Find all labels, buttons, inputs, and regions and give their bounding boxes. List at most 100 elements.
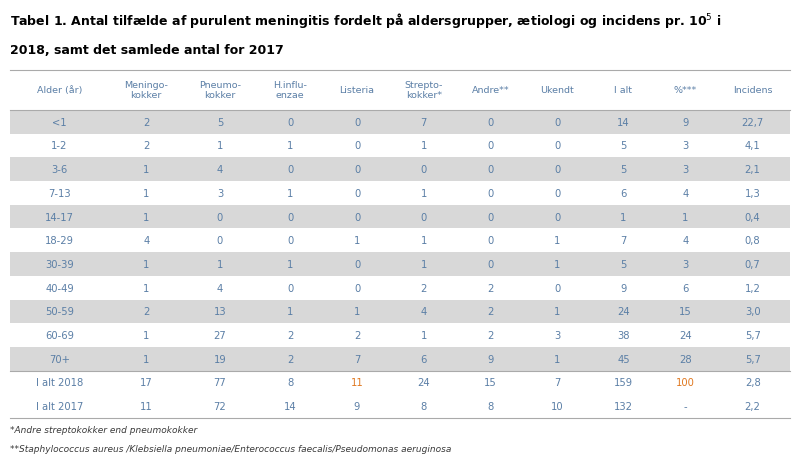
Text: Andre**: Andre** — [472, 86, 510, 95]
Text: 1: 1 — [287, 259, 294, 269]
Text: 0: 0 — [487, 141, 494, 151]
Text: 24: 24 — [418, 378, 430, 388]
Text: 7: 7 — [554, 378, 561, 388]
Text: 2: 2 — [421, 283, 427, 293]
Text: 14-17: 14-17 — [45, 212, 74, 222]
Text: 11: 11 — [350, 378, 363, 388]
Text: 132: 132 — [614, 401, 633, 411]
Text: Strepto-
kokker*: Strepto- kokker* — [405, 81, 443, 100]
Text: 1: 1 — [287, 141, 294, 151]
Text: 2: 2 — [143, 307, 150, 317]
Text: 28: 28 — [679, 354, 692, 364]
Text: 18-29: 18-29 — [45, 236, 74, 246]
Text: I alt 2018: I alt 2018 — [36, 378, 83, 388]
Text: H.influ-
enzae: H.influ- enzae — [274, 81, 307, 100]
Bar — [10, 300, 790, 324]
Text: 0: 0 — [487, 259, 494, 269]
Text: 1: 1 — [287, 307, 294, 317]
Text: 0: 0 — [554, 141, 561, 151]
Text: -: - — [684, 401, 687, 411]
Text: 2: 2 — [487, 307, 494, 317]
Text: 0: 0 — [354, 212, 360, 222]
Text: 15: 15 — [679, 307, 692, 317]
Text: 0: 0 — [487, 117, 494, 127]
Text: 9: 9 — [487, 354, 494, 364]
Text: 0: 0 — [354, 259, 360, 269]
Text: 1: 1 — [620, 212, 626, 222]
Text: Alder (år): Alder (år) — [37, 86, 82, 95]
Text: 1: 1 — [554, 259, 561, 269]
Text: 60-69: 60-69 — [45, 330, 74, 340]
Text: 159: 159 — [614, 378, 633, 388]
Text: 4: 4 — [217, 283, 223, 293]
Text: 5: 5 — [620, 165, 626, 175]
Text: 0: 0 — [487, 212, 494, 222]
Text: 100: 100 — [676, 378, 695, 388]
Text: 40-49: 40-49 — [45, 283, 74, 293]
Text: 72: 72 — [214, 401, 226, 411]
Text: 2: 2 — [354, 330, 360, 340]
Text: 0: 0 — [354, 117, 360, 127]
Text: 45: 45 — [617, 354, 630, 364]
Bar — [10, 276, 790, 300]
Text: 7: 7 — [421, 117, 427, 127]
Text: 0: 0 — [354, 283, 360, 293]
Text: 1: 1 — [554, 307, 561, 317]
Text: 70+: 70+ — [49, 354, 70, 364]
Text: 1: 1 — [554, 354, 561, 364]
Text: 1: 1 — [354, 307, 360, 317]
Bar — [10, 253, 790, 276]
Text: 3,0: 3,0 — [745, 307, 761, 317]
Text: 4: 4 — [682, 236, 689, 246]
Text: 17: 17 — [140, 378, 153, 388]
Text: 8: 8 — [287, 378, 294, 388]
Text: 0: 0 — [554, 117, 561, 127]
Text: 0: 0 — [354, 188, 360, 198]
Text: 0,8: 0,8 — [745, 236, 761, 246]
Text: 1: 1 — [217, 141, 223, 151]
Bar — [10, 394, 790, 418]
Text: 30-39: 30-39 — [45, 259, 74, 269]
Text: 1: 1 — [143, 283, 150, 293]
Bar — [10, 182, 790, 205]
Bar — [10, 371, 790, 394]
Text: 0,7: 0,7 — [745, 259, 761, 269]
Text: 7-13: 7-13 — [48, 188, 70, 198]
Text: 3: 3 — [554, 330, 561, 340]
Text: 3: 3 — [682, 141, 689, 151]
Text: 27: 27 — [214, 330, 226, 340]
Bar — [10, 71, 790, 111]
Text: 0: 0 — [487, 236, 494, 246]
Text: 22,7: 22,7 — [742, 117, 764, 127]
Text: 5: 5 — [620, 259, 626, 269]
Text: Listeria: Listeria — [339, 86, 374, 95]
Text: 0: 0 — [421, 212, 427, 222]
Text: 1,3: 1,3 — [745, 188, 761, 198]
Text: I alt 2017: I alt 2017 — [36, 401, 83, 411]
Text: 4,1: 4,1 — [745, 141, 761, 151]
Bar — [10, 324, 790, 347]
Text: %***: %*** — [674, 86, 697, 95]
Text: 0,4: 0,4 — [745, 212, 761, 222]
Text: 1: 1 — [217, 259, 223, 269]
Text: 15: 15 — [484, 378, 497, 388]
Text: 1: 1 — [421, 141, 427, 151]
Text: 2: 2 — [487, 330, 494, 340]
Text: 4: 4 — [143, 236, 150, 246]
Text: 10: 10 — [551, 401, 564, 411]
Text: 11: 11 — [140, 401, 153, 411]
Text: 2: 2 — [143, 141, 150, 151]
Text: 4: 4 — [217, 165, 223, 175]
Text: 1: 1 — [287, 188, 294, 198]
Text: 24: 24 — [679, 330, 692, 340]
Text: 8: 8 — [421, 401, 427, 411]
Text: 7: 7 — [620, 236, 626, 246]
Bar — [10, 229, 790, 253]
Text: 13: 13 — [214, 307, 226, 317]
Text: Pneumo-
kokker: Pneumo- kokker — [199, 81, 241, 100]
Text: Meningo-
kokker: Meningo- kokker — [124, 81, 168, 100]
Text: 0: 0 — [354, 141, 360, 151]
Text: 1: 1 — [421, 236, 427, 246]
Text: 4: 4 — [682, 188, 689, 198]
Text: 3: 3 — [682, 165, 689, 175]
